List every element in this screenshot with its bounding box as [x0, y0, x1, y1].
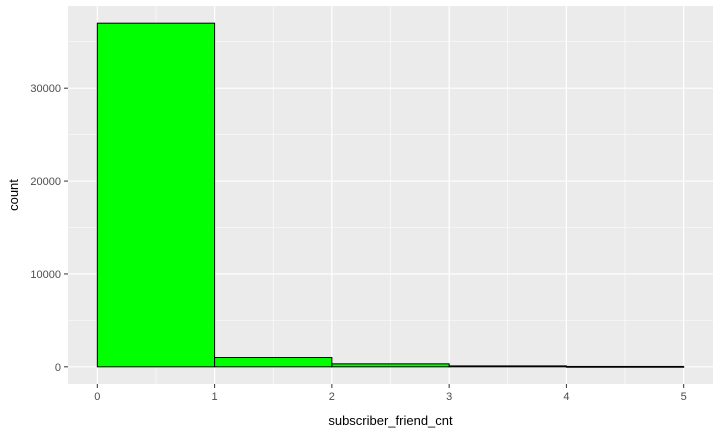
x-tick-label: 4: [563, 391, 569, 403]
y-tick-label: 30000: [30, 83, 61, 95]
histogram-bar-0: [96, 22, 216, 368]
histogram-bar-2: [331, 363, 450, 368]
x-axis-title: subscriber_friend_cnt: [328, 413, 453, 428]
y-tick-label: 20000: [30, 176, 61, 188]
histogram-bar-4: [565, 365, 685, 368]
x-tick-label: 1: [212, 391, 218, 403]
y-axis-title: count: [6, 179, 21, 211]
histogram-bar-3: [448, 365, 567, 368]
y-axis: 0 10000 20000 30000: [30, 83, 68, 374]
y-tick-label: 10000: [30, 269, 61, 281]
x-tick-label: 2: [329, 391, 335, 403]
histogram-bar-1: [214, 357, 333, 368]
x-tick-label: 5: [681, 391, 687, 403]
y-tick-label: 0: [55, 362, 61, 374]
x-axis: 0 1 2 3 4 5: [94, 384, 687, 403]
histogram-bars: [96, 22, 685, 368]
x-tick-label: 3: [446, 391, 452, 403]
x-tick-label: 0: [94, 391, 100, 403]
